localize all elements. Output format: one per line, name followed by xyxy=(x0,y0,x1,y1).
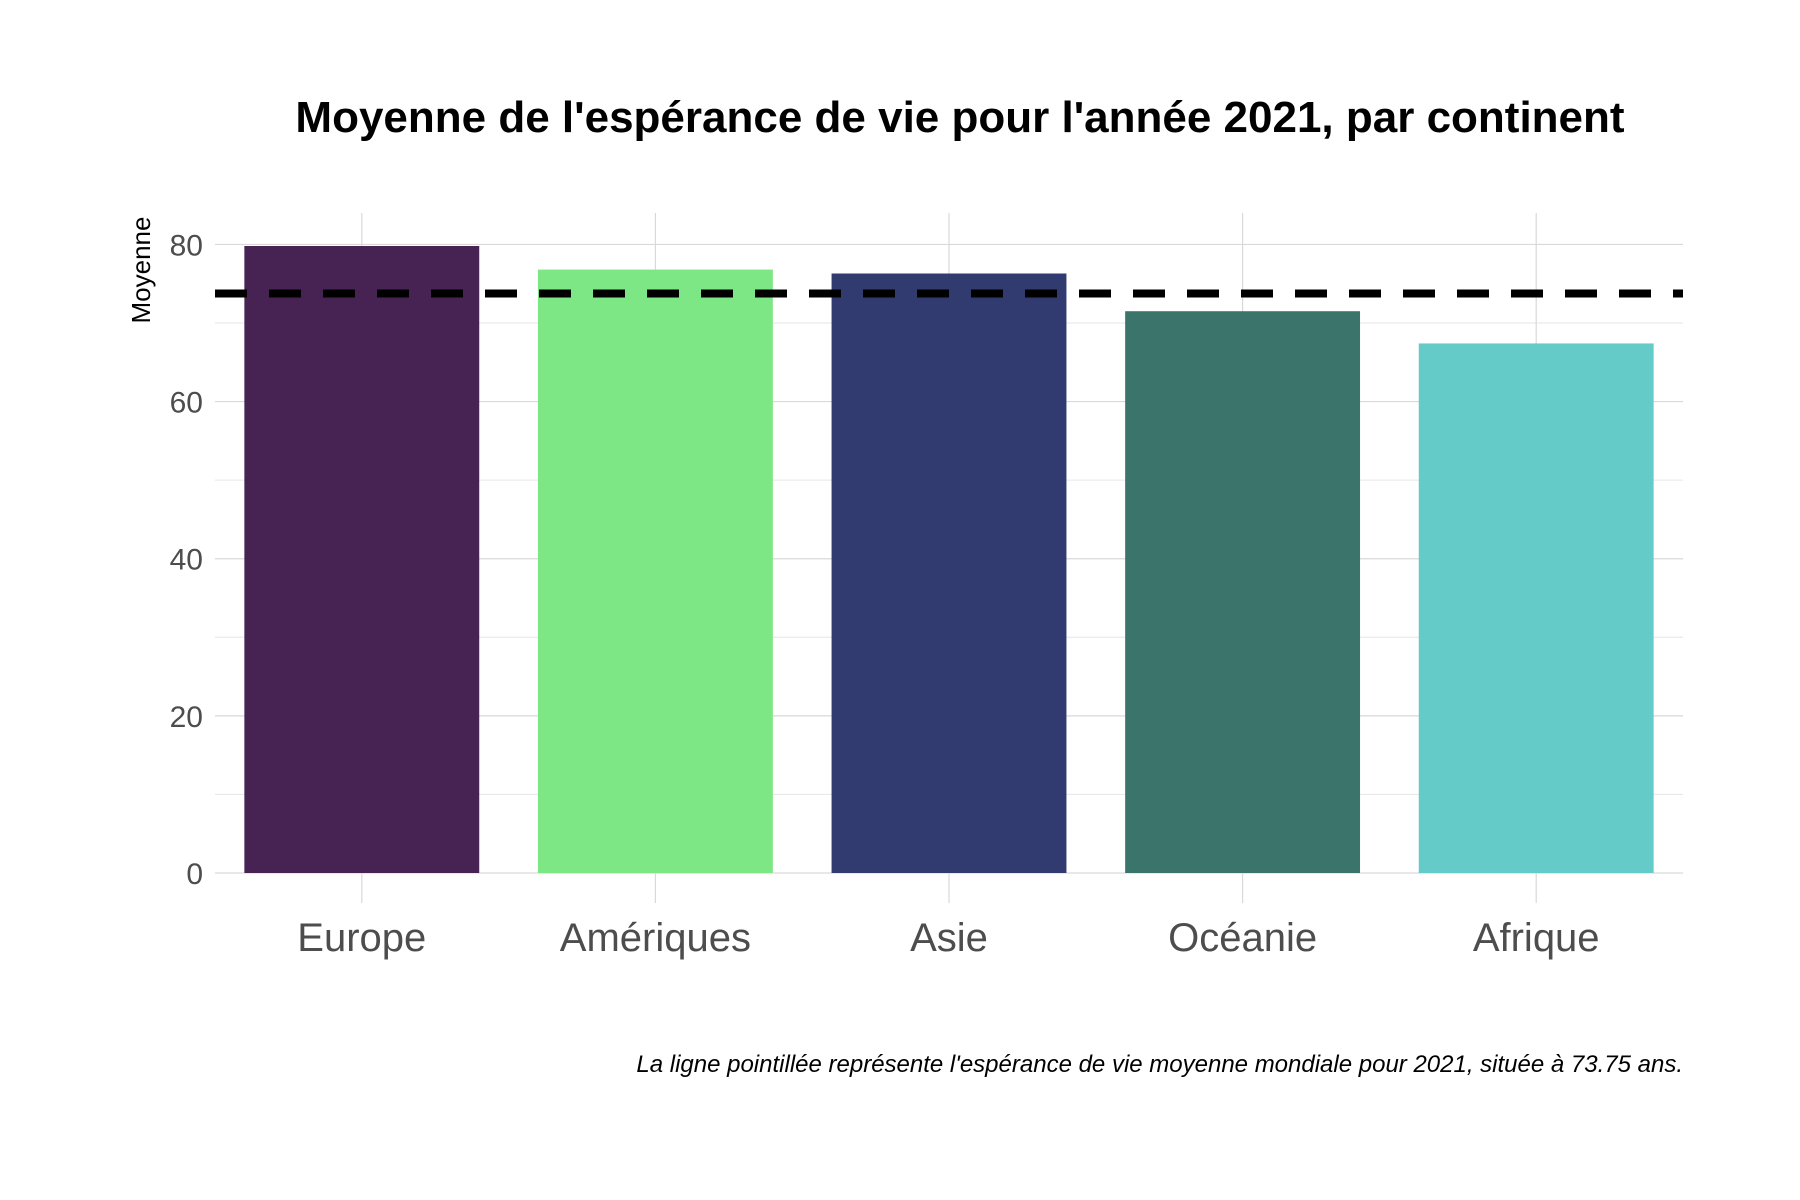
x-axis-ticks: Europe Amériques Asie Océanie Afrique xyxy=(297,916,1599,960)
bar-europe xyxy=(244,246,480,873)
x-tick-label: Asie xyxy=(910,916,988,960)
bar-amériques xyxy=(537,269,773,874)
y-tick-label: 40 xyxy=(170,544,203,577)
bar-asie xyxy=(831,273,1067,873)
chart-caption: La ligne pointillée représente l'espéran… xyxy=(636,1051,1683,1078)
x-tick-label: Amériques xyxy=(560,916,751,960)
bar-océanie xyxy=(1125,311,1361,873)
y-tick-label: 20 xyxy=(170,701,203,734)
x-tick-label: Océanie xyxy=(1168,916,1317,960)
bar-afrique xyxy=(1418,343,1654,873)
chart-title: Moyenne de l'espérance de vie pour l'ann… xyxy=(295,93,1624,142)
y-tick-label: 80 xyxy=(170,229,203,262)
x-tick-label: Europe xyxy=(297,916,426,960)
y-axis-label: Moyenne xyxy=(126,217,156,324)
y-tick-label: 0 xyxy=(186,858,203,891)
y-tick-label: 60 xyxy=(170,387,203,420)
x-tick-label: Afrique xyxy=(1473,916,1600,960)
bars xyxy=(244,246,1654,874)
y-axis-ticks: 0 20 40 60 80 xyxy=(170,229,203,891)
